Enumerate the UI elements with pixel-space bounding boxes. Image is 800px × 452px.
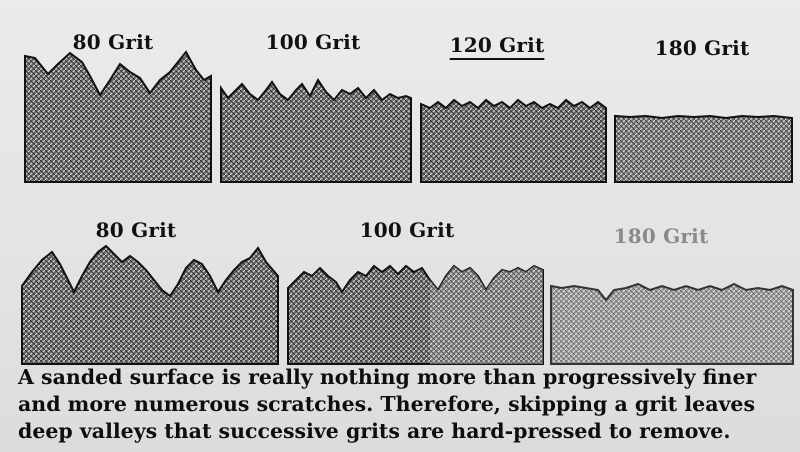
label-bottom-100-grit: 100 Grit: [359, 218, 455, 242]
block-bottom-100-grit-faded: [430, 266, 543, 364]
label-top-80-grit: 80 Grit: [72, 30, 154, 54]
block-top-100-grit: [220, 78, 412, 183]
label-top-100-grit: 100 Grit: [265, 30, 361, 54]
caption: A sanded surface is really nothing more …: [18, 364, 793, 445]
block-top-80-grit: [24, 50, 212, 183]
label-bottom-80-grit: 80 Grit: [95, 218, 177, 242]
block-bottom-180-grit: [550, 282, 794, 365]
caption-line-2: and more numerous scratches. Therefore, …: [18, 392, 755, 416]
label-top-120-grit: 120 Grit: [449, 33, 545, 57]
block-top-180-grit: [614, 114, 793, 183]
block-bottom-80-grit: [21, 244, 279, 365]
caption-line-1: A sanded surface is really nothing more …: [18, 365, 757, 389]
block-top-120-grit: [420, 98, 607, 183]
label-bottom-180-grit: 180 Grit: [613, 224, 709, 248]
label-top-180-grit: 180 Grit: [654, 36, 750, 60]
caption-line-3: deep valleys that successive grits are h…: [18, 419, 731, 443]
